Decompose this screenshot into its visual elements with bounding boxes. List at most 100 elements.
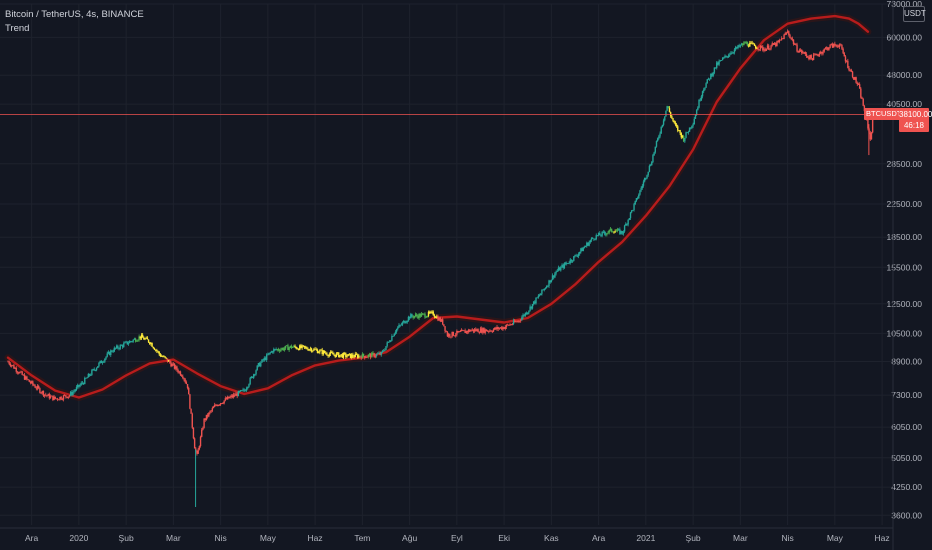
candle-body [238, 391, 241, 392]
candle-body [478, 332, 481, 334]
candle-body [138, 336, 140, 340]
candle-body [296, 348, 299, 350]
candle-body [521, 317, 523, 321]
candle-body [150, 343, 152, 344]
candle-body [784, 33, 786, 35]
candle-body [301, 345, 303, 348]
candle-body [382, 350, 385, 352]
candle-body [628, 218, 631, 220]
candle-body [43, 394, 46, 396]
x-tick-label: Ara [25, 533, 39, 543]
currency-label[interactable]: USDT [903, 6, 926, 22]
candle-body [166, 358, 169, 362]
candle-body [463, 330, 465, 332]
candle-body [252, 374, 255, 378]
candle-body [154, 349, 157, 351]
indicator-label[interactable]: Trend [5, 23, 30, 34]
symbol-title[interactable]: Bitcoin / TetherUS, 4s, BINANCE [5, 9, 144, 20]
candle-body [222, 403, 224, 405]
candle-body [281, 348, 283, 350]
x-tick-label: Ara [592, 533, 606, 543]
candle-body [286, 345, 288, 347]
candle-body [342, 353, 345, 358]
candle-body [703, 89, 705, 92]
candle-body [853, 77, 855, 80]
candle-body [662, 120, 665, 125]
candle-body [547, 286, 549, 287]
candle-body [209, 411, 211, 413]
candle-body [798, 50, 801, 53]
candle-body [149, 342, 151, 344]
candle-body [832, 43, 835, 48]
candle-body [403, 320, 405, 323]
candle-body [165, 357, 167, 359]
candle-body [749, 42, 751, 47]
candle-body [473, 329, 476, 332]
candle-body [555, 271, 557, 274]
x-tick-label: Nis [214, 533, 226, 543]
candle-body [747, 45, 750, 47]
y-tick-label: 60000.00 [887, 32, 923, 42]
candle-body [328, 354, 330, 357]
candle-body [686, 132, 688, 134]
candle-body [98, 362, 100, 367]
candle-body [612, 231, 614, 233]
candle-body [12, 365, 14, 367]
candle-body [847, 60, 849, 68]
candle-body [536, 297, 538, 299]
candle-body [564, 263, 567, 265]
candle-body [535, 297, 537, 304]
candle-body [354, 353, 356, 358]
candle-body [300, 345, 302, 348]
candle-body [619, 229, 621, 234]
candle-body [115, 345, 118, 349]
chart-legend: Bitcoin / TetherUS, 4s, BINANCE Trend [5, 8, 144, 36]
candle-body [439, 317, 442, 322]
candle-body [119, 345, 121, 349]
candle-body [239, 390, 242, 392]
candle-body [834, 43, 836, 46]
candle-body [867, 119, 869, 129]
candle-body [635, 198, 638, 201]
candle-body [145, 337, 147, 339]
candle-body [275, 349, 277, 350]
candle-body [793, 44, 796, 45]
candle-body [515, 321, 517, 323]
candle-body [707, 78, 710, 80]
candle-body [753, 43, 756, 46]
candle-body [188, 388, 190, 395]
candle-body [543, 288, 545, 291]
candle-body [568, 263, 570, 264]
candle-body [359, 355, 361, 357]
candle-body [65, 395, 67, 397]
candle-body [386, 342, 388, 347]
candle-body [606, 233, 608, 235]
candle-body [638, 194, 640, 199]
candle-body [607, 232, 609, 234]
candle-body [214, 404, 216, 407]
candle-body [854, 77, 856, 80]
candle-body [74, 390, 77, 391]
candle-body [317, 352, 320, 354]
candle-body [734, 47, 737, 50]
candle-body [132, 339, 134, 342]
candle-body [679, 130, 681, 134]
candle-body [184, 379, 186, 383]
candle-body [838, 44, 841, 48]
candle-body [247, 386, 249, 389]
candle-body [858, 84, 861, 89]
candle-body [545, 286, 548, 289]
candle-body [175, 366, 177, 369]
candle-body [602, 231, 605, 233]
candle-body [199, 436, 202, 447]
candle-body [308, 349, 310, 351]
candle-body [189, 394, 191, 409]
candle-body [29, 381, 32, 383]
candle-body [805, 54, 808, 57]
candle-body [52, 395, 54, 400]
candle-body [201, 429, 203, 437]
candle-body [27, 379, 29, 380]
candle-body [600, 235, 602, 237]
